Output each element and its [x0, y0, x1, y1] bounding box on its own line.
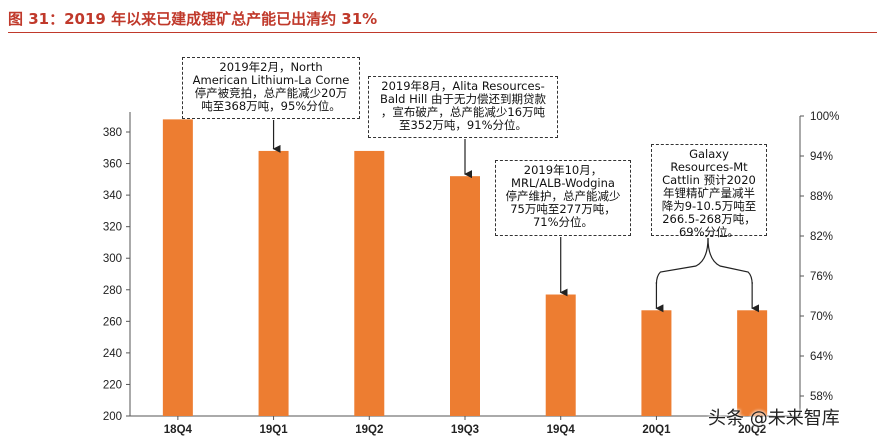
- bar-20Q2: [737, 310, 768, 416]
- y-tick-label: 240: [103, 348, 122, 360]
- annotation-north-american-lithium: 2019年2月，North American Lithium-La Corne …: [182, 57, 360, 119]
- y2-tick-label: 94%: [810, 151, 833, 163]
- y-tick-label: 220: [103, 379, 122, 391]
- bar-19Q4: [545, 294, 576, 416]
- y2-tick-label: 64%: [810, 351, 833, 363]
- bar-19Q2: [354, 150, 385, 416]
- x-tick-label: 19Q2: [355, 424, 383, 436]
- figure-title: 图 31：2019 年以来已建成锂矿总产能已出清约 31%: [8, 10, 378, 28]
- annotation-wodgina: 2019年10月， MRL/ALB-Wodgina 停产维护，总产能减少 75万…: [495, 160, 631, 236]
- x-tick-label: 19Q3: [451, 424, 479, 436]
- y2-tick-label: 82%: [810, 231, 833, 243]
- brace-left: [655, 237, 709, 285]
- bar-19Q1: [258, 150, 289, 416]
- x-tick-label: 19Q1: [260, 424, 289, 436]
- y-tick-label: 260: [103, 316, 122, 328]
- y-tick-label: 280: [103, 285, 122, 297]
- bar-20Q1: [641, 310, 672, 416]
- watermark: 头条 @未来智库: [708, 408, 840, 429]
- y-tick-label: 340: [103, 190, 122, 202]
- y2-tick-label: 88%: [810, 191, 833, 203]
- y-tick-label: 320: [103, 222, 122, 234]
- y-tick-label: 380: [103, 127, 122, 139]
- y2-tick-label: 58%: [810, 391, 833, 403]
- y2-tick-label: 76%: [810, 271, 833, 283]
- bar-18Q4: [162, 119, 193, 416]
- x-tick-label: 20Q2: [738, 424, 766, 436]
- x-tick-label: 19Q4: [547, 424, 576, 436]
- brace-right: [707, 237, 753, 285]
- annotation-alita-bald-hill: 2019年8月，Alita Resources- Bald Hill 由于无力偿…: [368, 76, 558, 138]
- y-tick-label: 200: [103, 411, 122, 423]
- y-tick-label: 360: [103, 159, 122, 171]
- bar-19Q3: [450, 176, 480, 416]
- x-tick-label: 20Q1: [642, 424, 671, 436]
- y2-tick-label: 100%: [810, 111, 839, 123]
- annotation-mt-cattlin: Galaxy Resources-Mt Cattlin 预计2020 年锂精矿产…: [651, 144, 767, 239]
- y2-tick-label: 70%: [810, 311, 833, 323]
- x-tick-label: 18Q4: [164, 424, 193, 436]
- title-divider: [8, 32, 877, 33]
- y-tick-label: 300: [103, 253, 122, 265]
